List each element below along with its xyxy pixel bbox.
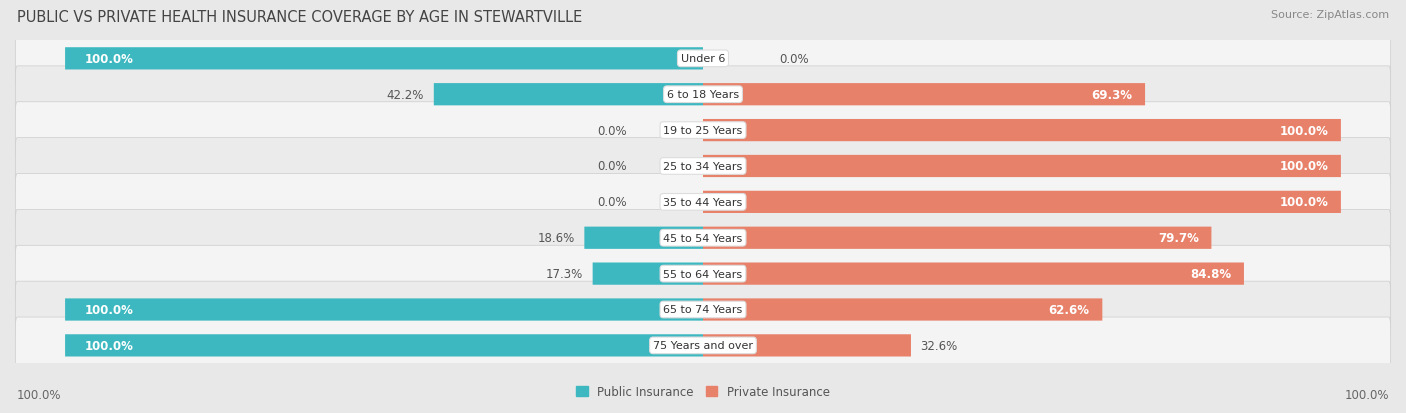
FancyBboxPatch shape (593, 263, 703, 285)
Text: 19 to 25 Years: 19 to 25 Years (664, 126, 742, 136)
FancyBboxPatch shape (703, 155, 1341, 178)
Text: 55 to 64 Years: 55 to 64 Years (664, 269, 742, 279)
Text: 35 to 44 Years: 35 to 44 Years (664, 197, 742, 207)
Text: 18.6%: 18.6% (537, 232, 575, 244)
Text: 25 to 34 Years: 25 to 34 Years (664, 161, 742, 171)
FancyBboxPatch shape (15, 246, 1391, 302)
Text: 0.0%: 0.0% (596, 124, 627, 137)
FancyBboxPatch shape (585, 227, 703, 249)
FancyBboxPatch shape (703, 335, 911, 357)
Text: 6 to 18 Years: 6 to 18 Years (666, 90, 740, 100)
Text: 45 to 54 Years: 45 to 54 Years (664, 233, 742, 243)
FancyBboxPatch shape (15, 102, 1391, 159)
FancyBboxPatch shape (15, 282, 1391, 338)
Text: 100.0%: 100.0% (1279, 196, 1329, 209)
Text: 42.2%: 42.2% (387, 88, 425, 102)
Text: PUBLIC VS PRIVATE HEALTH INSURANCE COVERAGE BY AGE IN STEWARTVILLE: PUBLIC VS PRIVATE HEALTH INSURANCE COVER… (17, 10, 582, 25)
Text: 17.3%: 17.3% (546, 268, 583, 280)
Text: 84.8%: 84.8% (1189, 268, 1232, 280)
Text: 100.0%: 100.0% (17, 388, 62, 401)
Text: 75 Years and over: 75 Years and over (652, 341, 754, 351)
FancyBboxPatch shape (15, 210, 1391, 266)
Text: 32.6%: 32.6% (921, 339, 957, 352)
FancyBboxPatch shape (15, 138, 1391, 195)
Text: 69.3%: 69.3% (1091, 88, 1132, 102)
Text: 0.0%: 0.0% (596, 160, 627, 173)
Text: 79.7%: 79.7% (1157, 232, 1199, 244)
FancyBboxPatch shape (703, 120, 1341, 142)
Text: 100.0%: 100.0% (84, 303, 134, 316)
FancyBboxPatch shape (15, 317, 1391, 374)
FancyBboxPatch shape (65, 335, 703, 357)
FancyBboxPatch shape (703, 191, 1341, 214)
FancyBboxPatch shape (15, 67, 1391, 123)
Text: 0.0%: 0.0% (779, 53, 810, 66)
FancyBboxPatch shape (703, 299, 1102, 321)
Text: 62.6%: 62.6% (1049, 303, 1090, 316)
FancyBboxPatch shape (65, 48, 703, 70)
FancyBboxPatch shape (703, 227, 1212, 249)
Text: 100.0%: 100.0% (1279, 160, 1329, 173)
Text: Source: ZipAtlas.com: Source: ZipAtlas.com (1271, 10, 1389, 20)
Text: 100.0%: 100.0% (84, 339, 134, 352)
Text: 65 to 74 Years: 65 to 74 Years (664, 305, 742, 315)
FancyBboxPatch shape (15, 174, 1391, 230)
Legend: Public Insurance, Private Insurance: Public Insurance, Private Insurance (571, 381, 835, 403)
FancyBboxPatch shape (703, 84, 1144, 106)
Text: 100.0%: 100.0% (84, 53, 134, 66)
Text: 100.0%: 100.0% (1344, 388, 1389, 401)
Text: 100.0%: 100.0% (1279, 124, 1329, 137)
Text: 0.0%: 0.0% (596, 196, 627, 209)
FancyBboxPatch shape (703, 263, 1244, 285)
Text: Under 6: Under 6 (681, 54, 725, 64)
FancyBboxPatch shape (434, 84, 703, 106)
FancyBboxPatch shape (65, 299, 703, 321)
FancyBboxPatch shape (15, 31, 1391, 88)
